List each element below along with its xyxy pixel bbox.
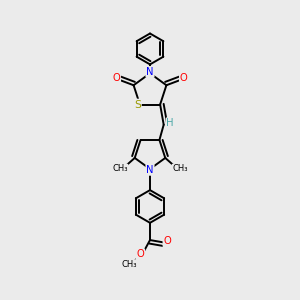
Text: O: O <box>136 249 144 259</box>
Text: O: O <box>112 73 120 83</box>
Text: H: H <box>167 118 174 128</box>
Text: O: O <box>164 236 171 246</box>
Text: CH₃: CH₃ <box>122 260 137 269</box>
Text: CH₃: CH₃ <box>112 164 128 173</box>
Text: S: S <box>134 100 141 110</box>
Text: O: O <box>180 73 188 83</box>
Text: N: N <box>146 165 154 175</box>
Text: CH₃: CH₃ <box>172 164 188 173</box>
Text: N: N <box>146 67 154 77</box>
